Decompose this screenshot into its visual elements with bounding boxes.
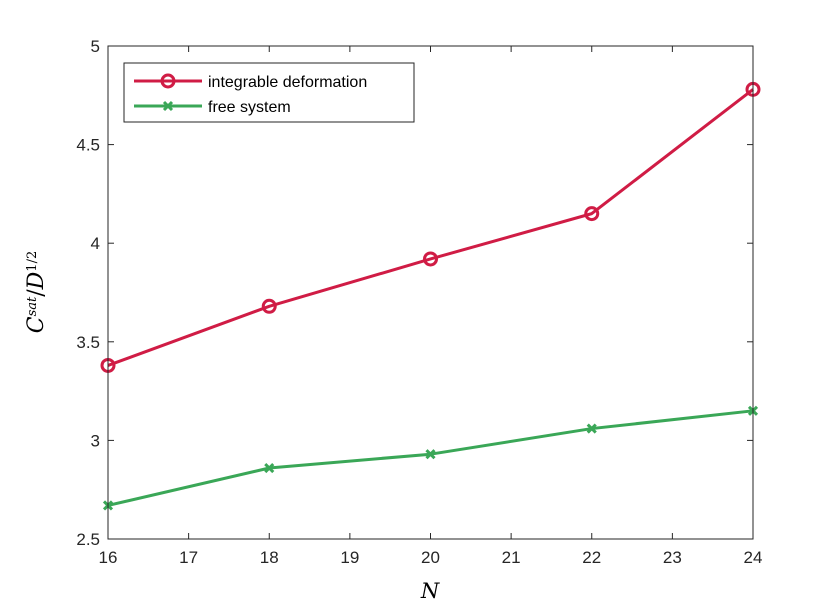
series-line-integrable bbox=[107, 88, 754, 367]
data-point-free bbox=[264, 462, 275, 474]
y-label-sep: / bbox=[24, 289, 49, 297]
x-axis-label: N bbox=[420, 579, 440, 603]
axis-ticks: 16 17 18 19 20 21 22 23 24 2.5 3 3.5 4 4.5 5 bbox=[76, 37, 762, 567]
legend: integrable deformation free system bbox=[123, 62, 415, 123]
x-tick-label: 18 bbox=[260, 548, 279, 567]
x-tick-label: 19 bbox=[340, 548, 359, 567]
x-tick-label: 24 bbox=[744, 548, 763, 567]
y-label-den: D bbox=[24, 271, 49, 290]
y-tick-label: 3.5 bbox=[76, 333, 100, 352]
y-tick-label: 4 bbox=[91, 234, 100, 253]
y-label-main: C bbox=[24, 316, 49, 333]
axes-box bbox=[107, 45, 754, 540]
y-tick-label: 4.5 bbox=[76, 136, 100, 155]
x-tick-label: 22 bbox=[582, 548, 601, 567]
x-tick-label: 20 bbox=[421, 548, 440, 567]
legend-marker-free bbox=[162, 100, 174, 112]
y-label-den-sup: 1/2 bbox=[25, 251, 40, 272]
data-point-integrable bbox=[423, 251, 438, 267]
legend-box bbox=[123, 62, 415, 123]
data-point-integrable bbox=[261, 298, 277, 314]
plot-area bbox=[108, 46, 753, 539]
x-tick-label: 16 bbox=[99, 548, 118, 567]
x-tick-label: 17 bbox=[179, 548, 198, 567]
legend-label-integrable: integrable deformation bbox=[208, 74, 367, 91]
data-point-integrable bbox=[584, 206, 600, 222]
legend-marker-integrable bbox=[160, 73, 176, 89]
y-tick-label: 3 bbox=[91, 431, 100, 450]
x-tick-label: 21 bbox=[502, 548, 521, 567]
legend-label-free: free system bbox=[208, 99, 291, 116]
y-tick-label: 2.5 bbox=[76, 530, 100, 549]
y-axis-label: Csat/D1/2 bbox=[24, 251, 49, 333]
data-point-free bbox=[586, 423, 597, 434]
y-label-sup: sat bbox=[25, 296, 40, 316]
y-tick-label: 5 bbox=[91, 37, 100, 56]
x-tick-label: 23 bbox=[663, 548, 682, 567]
data-point-free bbox=[425, 449, 436, 460]
